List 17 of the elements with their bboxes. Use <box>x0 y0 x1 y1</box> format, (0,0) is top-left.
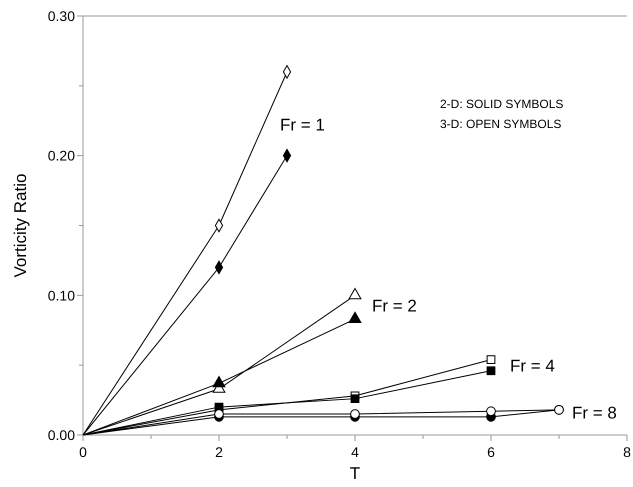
annotation: 2-D: SOLID SYMBOLS <box>440 97 564 111</box>
annotation: Fr = 2 <box>372 296 417 316</box>
y-tick-label: 0.20 <box>48 148 76 164</box>
y-tick-label: 0.00 <box>48 427 76 443</box>
annotation: Fr = 4 <box>510 356 555 376</box>
x-tick-label: 2 <box>215 444 224 460</box>
y-tick-label: 0.10 <box>48 287 76 304</box>
annotation: Fr = 8 <box>572 404 617 422</box>
annotation: 3-D: OPEN SYMBOLS <box>440 117 562 131</box>
y-axis-title: Vorticity Ratio <box>11 174 30 278</box>
x-axis-title: T <box>350 464 360 483</box>
y-tick-label: 0.30 <box>48 8 76 24</box>
x-tick-label: 4 <box>351 444 360 460</box>
annotation: Fr = 1 <box>280 116 325 134</box>
x-tick-label: 0 <box>79 444 88 460</box>
x-tick-label: 6 <box>487 444 496 460</box>
x-tick-label: 8 <box>623 444 632 460</box>
